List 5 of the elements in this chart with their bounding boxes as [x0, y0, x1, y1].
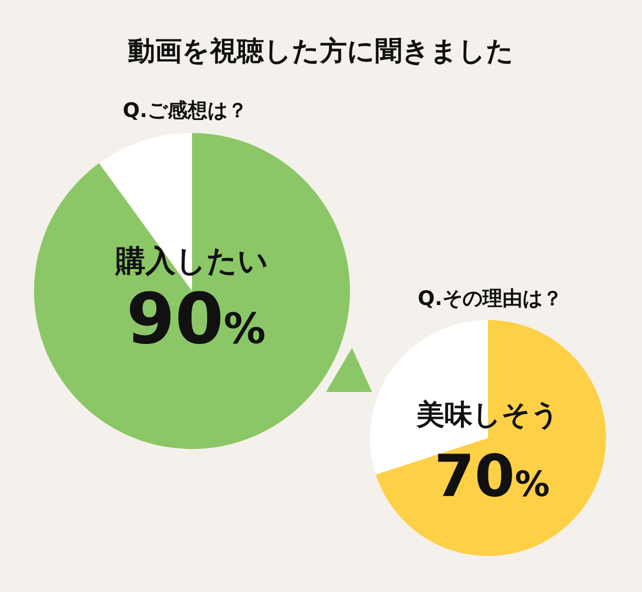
subtitle: Q.ご感想は？	[122, 98, 248, 122]
data-label: 70%	[434, 442, 550, 510]
title: Q.その理由は？	[418, 286, 562, 310]
title: 動画を視聴した方に聞きました	[128, 36, 514, 67]
data-label: 90%	[126, 278, 266, 360]
